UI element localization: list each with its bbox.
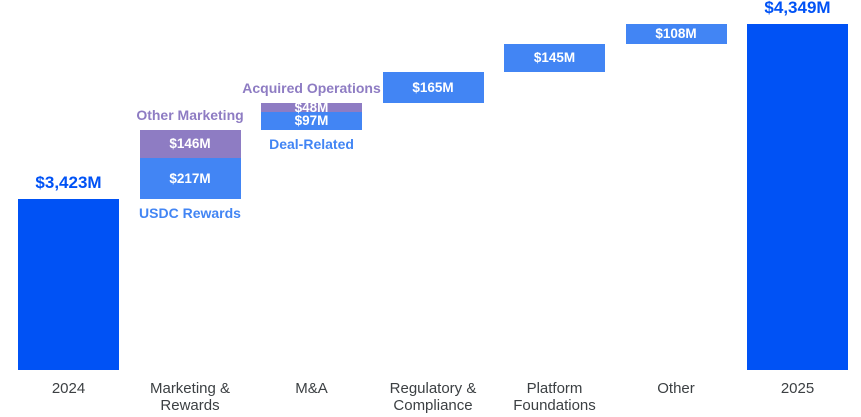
step-bar-other: $108M <box>625 24 727 45</box>
bar-value-label-usdc-rewards: $217M <box>169 170 211 186</box>
bar-value-label-regulatory-compliance: $165M <box>412 79 454 95</box>
bar-value-label-platform-foundations: $145M <box>533 50 576 66</box>
callout-other-marketing: Other Marketing <box>136 107 244 124</box>
total-bar-2025 <box>747 24 848 370</box>
step-bar-usdc-rewards: $217M <box>139 157 241 199</box>
bar-value-label-acquired-operations: $48M <box>294 99 329 115</box>
bar-value-label-other-marketing: $146M <box>169 136 211 152</box>
axis-label-other: Other <box>657 380 695 397</box>
step-bar-other-marketing: $146M <box>139 130 241 158</box>
step-bar-regulatory-compliance: $165M <box>382 71 484 103</box>
callout-acquired-operations: Acquired Operations <box>242 80 381 96</box>
axis-label-regulatory-compliance: Regulatory & Compliance <box>389 380 477 414</box>
step-bar-deal-related: $97M <box>261 112 362 131</box>
axis-label-m-a: M&A <box>295 380 328 397</box>
bar-value-label-deal-related: $97M <box>294 113 329 129</box>
callout-usdc-rewards: USDC Rewards <box>139 205 241 221</box>
axis-label-platform-foundations: Platform Foundations <box>513 380 596 414</box>
total-bar-2024 <box>18 199 119 370</box>
callout-deal-related: Deal-Related <box>269 136 354 153</box>
total-value-label-2025: $4,349M <box>764 0 831 17</box>
step-bar-platform-foundations: $145M <box>504 44 605 72</box>
bar-value-label-other: $108M <box>655 26 697 42</box>
total-value-label-2024: $3,423M <box>35 173 102 192</box>
step-bar-acquired-operations: $48M <box>261 99 362 115</box>
axis-label-marketing-rewards: Marketing & Rewards <box>149 380 231 414</box>
axis-label-2024: 2024 <box>51 380 86 397</box>
axis-label-2025: 2025 <box>780 380 815 397</box>
